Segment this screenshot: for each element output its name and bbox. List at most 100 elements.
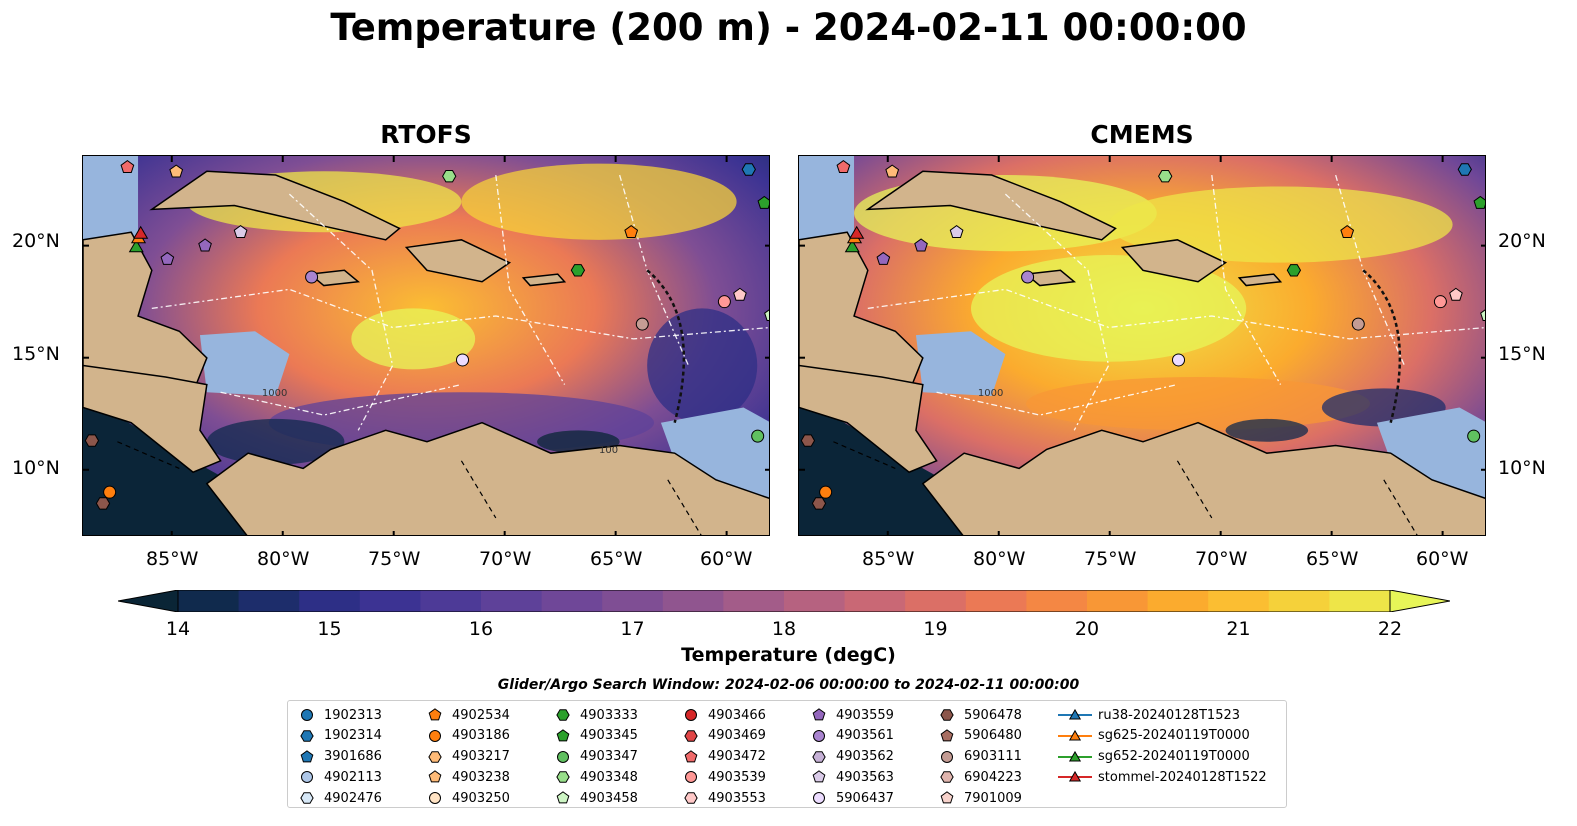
rtofs-observation-marker [717,295,731,309]
colorbar-tick-label: 22 [1377,618,1403,640]
lat-tick-15n-right: 15°N [1498,343,1546,365]
hexagon-marker-icon [300,730,314,742]
legend-item: 5906437 [808,788,894,808]
pentagon-marker-icon [940,791,954,804]
cmems-observation-marker [1457,163,1472,176]
circle-marker-icon [557,750,569,763]
legend: 1902313 1902314 3901686 4902113 4902476 49025… [287,700,1287,808]
colorbar-label: Temperature (degC) [681,644,896,666]
legend-item: 4903348 [552,767,638,787]
cmems-observation-marker [1286,264,1302,277]
pentagon-marker-icon [812,770,826,783]
lat-tick-20n-left: 20°N [12,230,60,252]
triangle-marker-icon [1058,750,1092,762]
legend-item: 4903561 [808,726,894,746]
cmems-observation-marker [914,238,928,252]
colorbar-bin [359,590,421,612]
rtofs-observation-marker [133,225,149,239]
legend-item: 7901009 [936,788,1022,808]
lon-tick-70w-rtofs: 70°W [479,548,532,570]
cmems-observation-marker [1473,195,1485,209]
pentagon-marker-icon [556,729,570,742]
legend-item: 4903345 [552,726,638,746]
colorbar-tick-label: 21 [1226,618,1251,640]
colorbar-tick-label: 15 [317,618,342,640]
legend-item: ru38-20240128T1523 [1058,705,1240,725]
legend-item: 4902476 [296,788,382,808]
lon-tick-85w-rtofs: 85°W [146,548,199,570]
rtofs-observation-marker [120,159,135,173]
cmems-map: 1000 [798,155,1486,536]
circle-marker-icon [685,709,697,721]
rtofs-observation-marker [169,164,184,178]
legend-item: 4903466 [680,705,766,725]
colorbar-bin [299,590,361,612]
rtofs-observation-marker [305,270,319,284]
legend-item: 1902313 [296,705,382,725]
legend-item: 4903553 [680,788,766,808]
pentagon-marker-icon [940,729,954,742]
legend-item: 4903347 [552,747,638,767]
rtofs-observation-marker [233,224,248,238]
legend-item: 4903539 [680,767,766,787]
circle-marker-icon [813,729,825,742]
lon-tick-75w-cmems: 75°W [1084,548,1137,570]
cmems-observation-marker [1449,287,1463,301]
triangle-marker-icon [1058,771,1092,782]
circle-marker-icon [429,729,441,742]
cmems-observation-marker [836,159,851,173]
rtofs-observation-marker [456,353,470,367]
cmems-observation-marker [885,164,900,178]
pentagon-marker-icon [812,708,826,721]
pentagon-marker-icon [556,791,570,804]
cmems-observation-marker [819,485,833,499]
legend-item: 4903333 [552,705,638,725]
cmems-observation-marker [1467,429,1481,443]
rtofs-map: 1000 100 [82,155,770,536]
legend-item: 4903469 [680,726,766,746]
colorbar-bin [481,590,543,612]
colorbar-tick-label: 18 [771,618,797,640]
hexagon-marker-icon [940,771,954,784]
cmems-observation-marker [800,434,816,447]
hexagon-marker-icon [300,792,314,804]
legend-item: 4903472 [680,747,766,767]
hexagon-marker-icon [940,709,954,721]
legend-item: 4903186 [424,726,510,746]
cmems-observation-marker [876,251,891,265]
legend-item: 4902534 [424,705,510,725]
rtofs-observation-marker [103,485,117,499]
rtofs-observation-marker [95,497,111,510]
circle-marker-icon [685,771,697,784]
cmems-observation-marker [1433,295,1447,309]
legend-item: 4903250 [424,788,510,808]
legend-item: sg652-20240119T0000 [1058,747,1250,767]
colorbar-tick-label: 20 [1074,618,1100,640]
pentagon-marker-icon [428,708,442,721]
colorbar-bin [602,590,664,612]
colorbar-bin [905,590,967,612]
legend-item: sg625-20240119T0000 [1058,726,1250,746]
rtofs-observation-marker [198,238,212,252]
rtofs-observation-marker [624,224,639,238]
cmems-observation-marker [1340,224,1355,238]
legend-item: 4903559 [808,705,894,725]
lat-tick-10n-right: 10°N [1498,457,1546,479]
legend-item: 4903563 [808,767,894,787]
rtofs-observation-marker [741,163,756,176]
colorbar-bin [1087,590,1149,612]
legend-item: 4903458 [552,788,638,808]
rtofs-observation-marker [84,434,100,447]
rtofs-observation-marker [757,195,769,209]
colorbar-bin [1208,590,1270,612]
rtofs-observation-marker [764,309,769,321]
lon-tick-60w-cmems: 60°W [1416,548,1469,570]
hexagon-marker-icon [812,750,826,763]
colorbar [117,589,1451,613]
lon-tick-75w-rtofs: 75°W [368,548,421,570]
lon-tick-80w-rtofs: 80°W [257,548,310,570]
cmems-observation-marker [1172,353,1186,367]
legend-item: stommel-20240128T1522 [1058,767,1267,787]
svg-text:100: 100 [599,445,618,456]
colorbar-bin [541,590,603,612]
